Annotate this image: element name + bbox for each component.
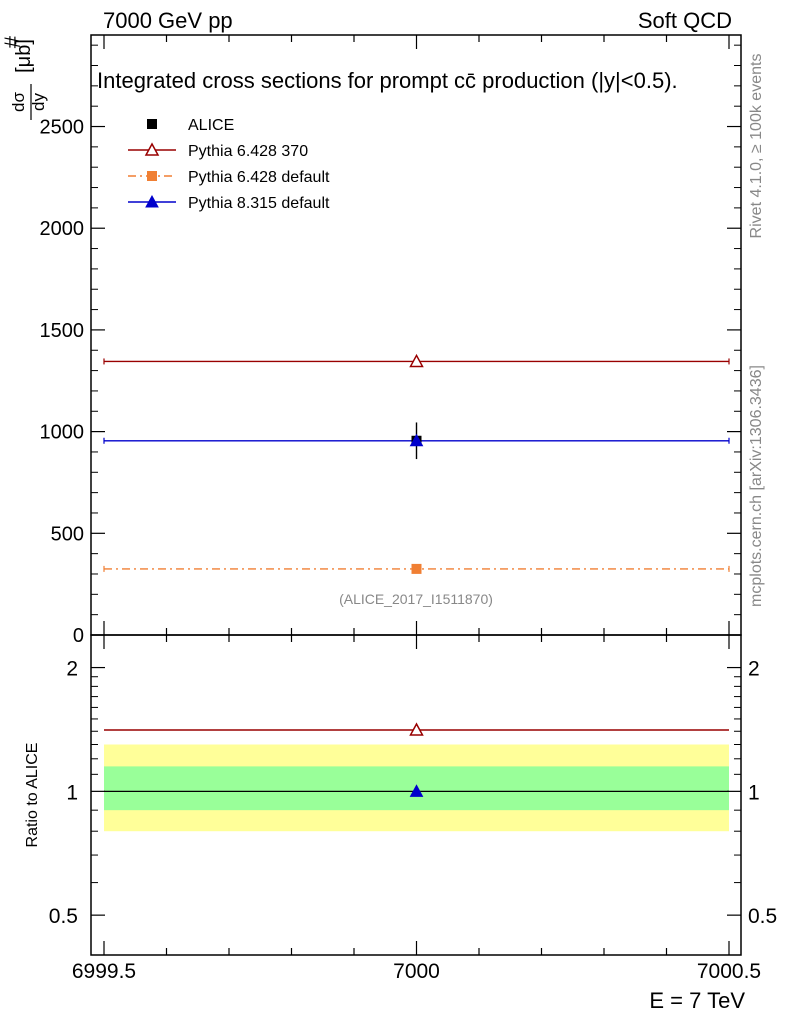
ratio-y-tick-label: 1 (66, 781, 78, 804)
data-point (411, 563, 422, 574)
main-y-tick-label: 500 (51, 523, 84, 545)
main-y-tick-label: 1500 (40, 320, 85, 342)
mcplots-label: mcplots.cern.ch [arXiv:1306.3436] (748, 365, 765, 607)
legend-label: Pythia 8.315 default (188, 195, 330, 212)
analysis-tag: (ALICE_2017_I1511870) (339, 591, 493, 607)
main-title: Integrated cross sections for prompt cc̄… (97, 68, 678, 93)
legend-marker (147, 171, 157, 181)
data-point (409, 353, 424, 368)
main-y-tick-label: 2500 (40, 117, 85, 139)
ratio-panel: Ratio to ALICE E = 7 TeV 0.5 0.5 1 1 2 2 6999.… (24, 635, 777, 1013)
legend-label: Pythia 6.428 default (188, 169, 330, 186)
y-label-prefix: # (0, 35, 25, 48)
main-y-label: # (0, 35, 25, 48)
ratio-data-point (409, 784, 424, 797)
legend-marker (144, 142, 160, 156)
ratio-y-tick-label-right: 1 (748, 781, 760, 804)
header-right: Soft QCD (638, 8, 732, 33)
legend-marker (145, 194, 159, 208)
ratio-y-tick-label-right: 2 (748, 658, 760, 681)
legend-label: Pythia 6.428 370 (188, 143, 308, 160)
legend: ALICE Pythia 6.428 370 Pythia 6.428 defaul… (128, 117, 330, 212)
main-y-tick-label: 0 (73, 625, 84, 647)
main-y-tick-label: 2000 (40, 218, 85, 240)
x-tick-label: 6999.5 (72, 960, 136, 983)
legend-label: ALICE (188, 117, 234, 134)
y-label-num: dσ (9, 92, 28, 112)
x-tick-label: 7000.5 (697, 960, 761, 983)
main-y-tick-label: 1000 (40, 422, 85, 444)
rivet-label: Rivet 4.1.0, ≥ 100k events (748, 54, 765, 239)
ratio-frame (90, 634, 742, 956)
y-label-unit: [μb] (13, 39, 35, 73)
ratio-y-tick-label-right: 0.5 (748, 905, 777, 928)
y-label-den: dy (29, 93, 48, 111)
data-point (409, 433, 424, 447)
legend-marker (147, 119, 157, 129)
ratio-data-point (409, 722, 424, 736)
main-panel: Integrated cross sections for prompt cc̄… (0, 35, 741, 647)
ratio-y-tick-label: 0.5 (49, 905, 78, 928)
ratio-y-label: Ratio to ALICE (24, 743, 41, 848)
ratio-y-tick-label: 2 (66, 658, 78, 681)
x-axis-label: E = 7 TeV (649, 988, 745, 1013)
x-tick-label: 7000 (393, 960, 440, 983)
header-left: 7000 GeV pp (103, 8, 233, 33)
